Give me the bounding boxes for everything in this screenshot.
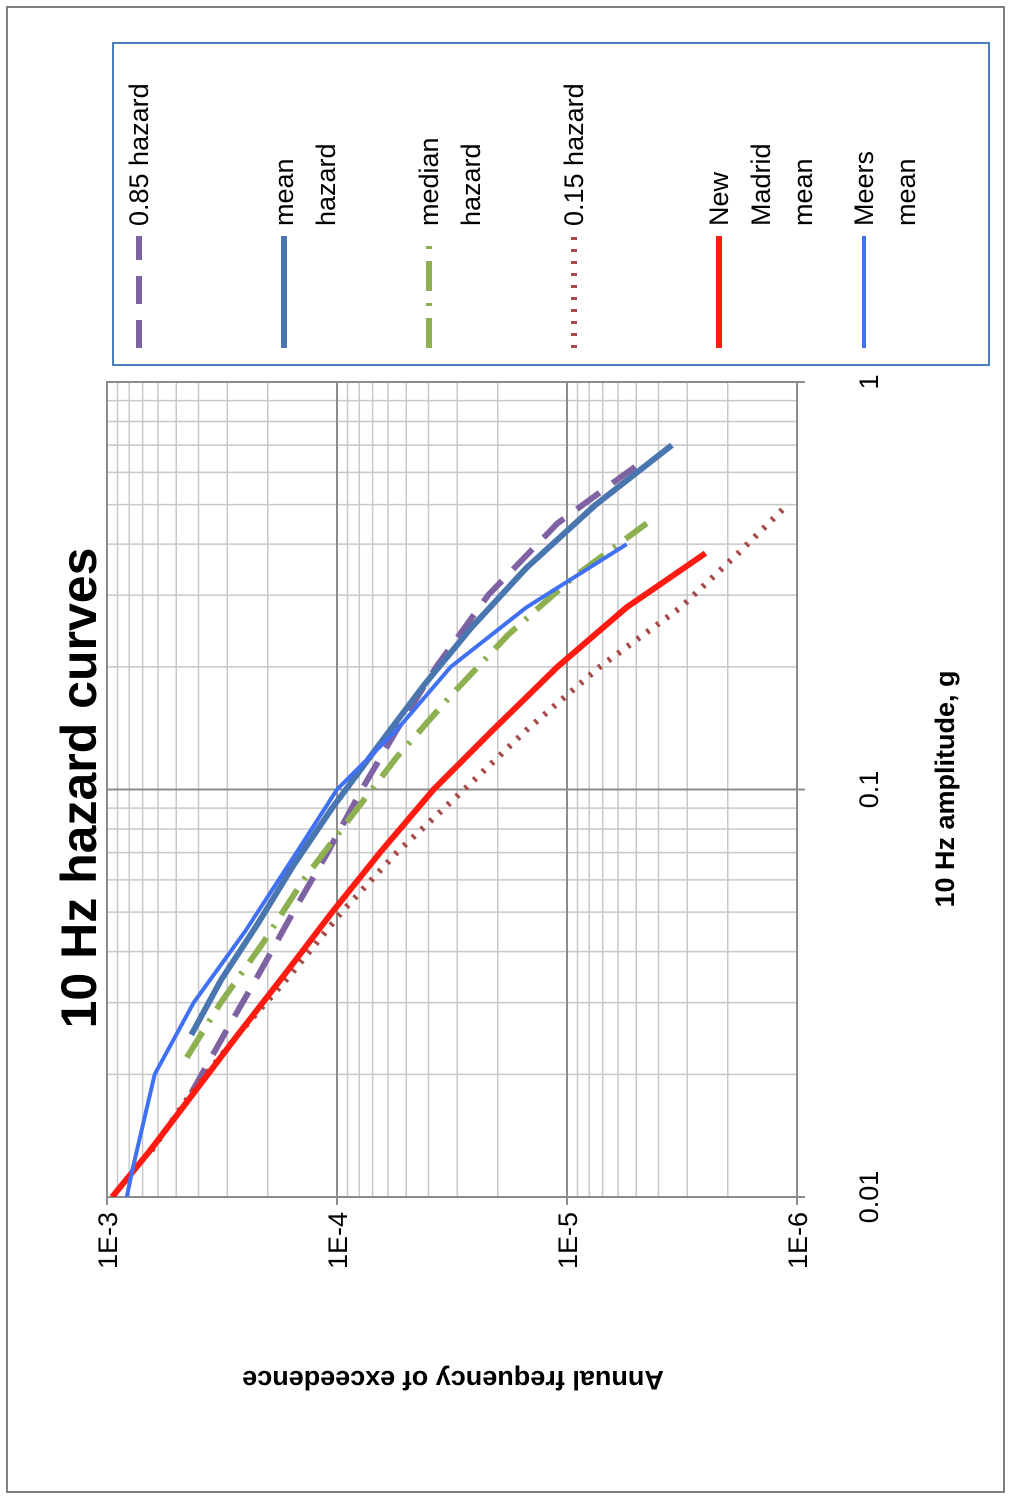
legend-entry-new-madrid-mean: New Madrid mean [704, 143, 818, 348]
series-line-median-hazard [184, 520, 649, 1060]
chart-title: 10 Hz hazard curves [51, 548, 107, 1029]
legend-entry-0-85-hazard: 0.85 hazard [124, 83, 154, 348]
legend-label: 0.85 hazard [124, 83, 154, 226]
series-line-meers-mean [124, 542, 628, 1197]
amplitude-tick-label: 0.01 [854, 1171, 884, 1224]
legend-entry-0-15-hazard: 0.15 hazard [559, 83, 589, 348]
plot-area [106, 381, 798, 1198]
frequency-tick-label: 1E-5 [553, 1212, 583, 1269]
x-axis-title: 10 Hz amplitude, g [930, 670, 960, 907]
legend-label: median [414, 137, 444, 226]
frequency-tick-label: 1E-6 [783, 1212, 813, 1269]
legend-label: Madrid [746, 143, 776, 226]
amplitude-tick-label: 0.1 [854, 771, 884, 809]
legend-label: hazard [311, 143, 341, 226]
y-axis-title: Annual frequency of exceedence [242, 1365, 664, 1395]
figure-frame: 1E-3 1E-4 1E-5 1E-6 0.01 0.1 1 10 Hz hazard c… [6, 6, 1005, 1493]
hazard-chart: 1E-3 1E-4 1E-5 1E-6 0.01 0.1 1 10 Hz hazard c… [51, 42, 990, 1395]
legend-items: 0.85 hazard mean hazard median hazard 0.15 ha… [124, 83, 921, 348]
amplitude-tick-label: 1 [854, 374, 884, 389]
legend-label: mean [269, 158, 299, 226]
legend-box [112, 42, 990, 366]
legend-entry-mean-hazard: mean hazard [269, 143, 341, 348]
legend-entry-median-hazard: median hazard [414, 137, 486, 348]
legend-label: hazard [456, 143, 486, 226]
legend-entry-meers-mean: Meers mean [849, 151, 921, 348]
legend-label: mean [891, 158, 921, 226]
legend-label: 0.15 hazard [559, 83, 589, 226]
frequency-axis-ticks: 1E-3 1E-4 1E-5 1E-6 [93, 1197, 813, 1269]
series-line-new-madrid-mean [109, 550, 708, 1197]
legend-label: mean [788, 158, 818, 226]
series-layer [109, 442, 790, 1197]
legend-label: New [704, 171, 734, 226]
amplitude-axis-ticks: 0.01 0.1 1 [797, 374, 884, 1223]
legend: 0.85 hazard mean hazard median hazard 0.15 ha… [112, 42, 990, 366]
legend-label: Meers [849, 151, 879, 226]
frequency-tick-label: 1E-4 [323, 1212, 353, 1269]
series-line-0-85-hazard [188, 455, 649, 1095]
frequency-tick-label: 1E-3 [93, 1212, 123, 1269]
